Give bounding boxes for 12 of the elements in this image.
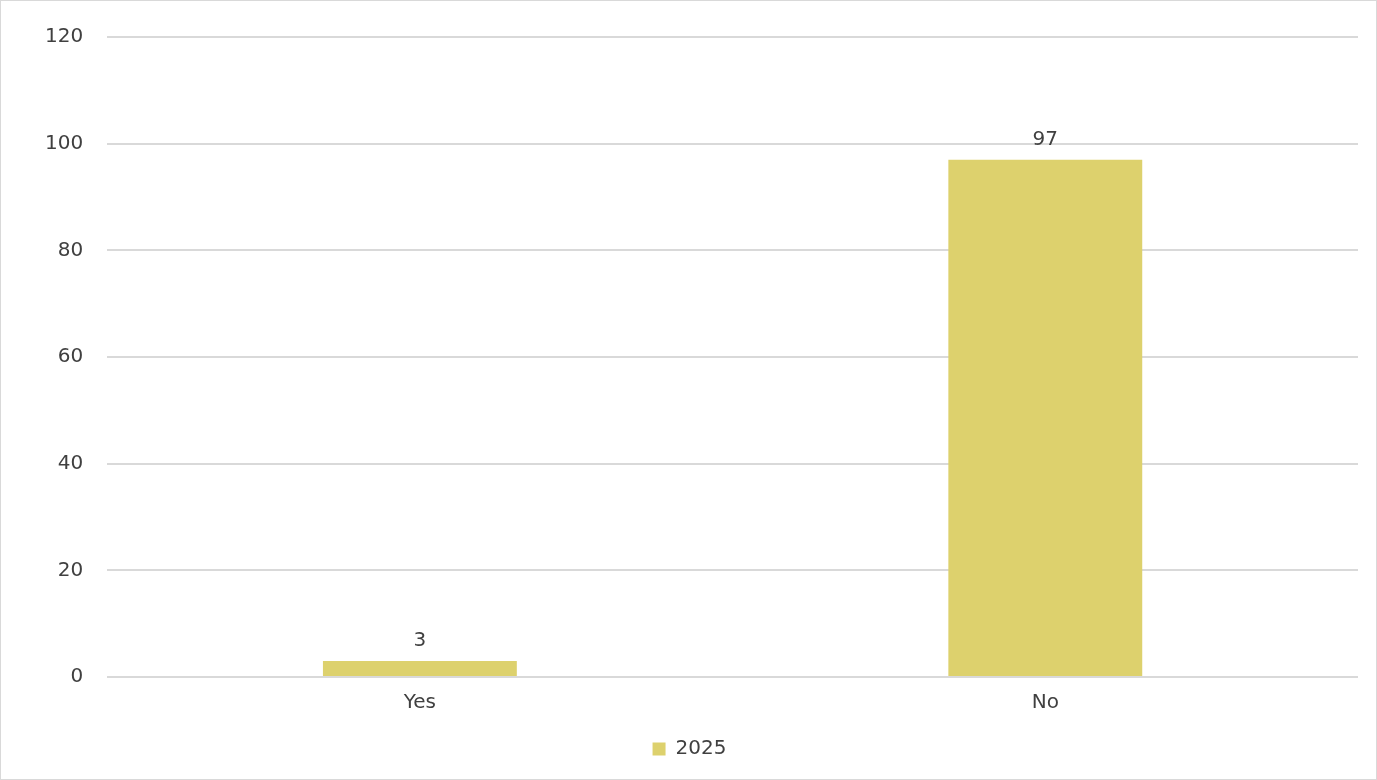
- y-tick-label: 20: [57, 556, 84, 581]
- y-tick-label: 120: [44, 23, 84, 48]
- legend-label: 2025: [675, 735, 727, 760]
- y-tick-label: 0: [70, 663, 84, 688]
- y-tick-label: 80: [57, 236, 84, 261]
- x-tick-label: No: [1031, 689, 1059, 714]
- y-tick-label: 100: [44, 129, 84, 154]
- x-tick-label: Yes: [402, 689, 437, 714]
- data-label: 3: [413, 627, 427, 652]
- y-tick-label: 60: [57, 343, 84, 368]
- y-tick-label: 40: [57, 449, 84, 474]
- data-label: 97: [1032, 125, 1059, 150]
